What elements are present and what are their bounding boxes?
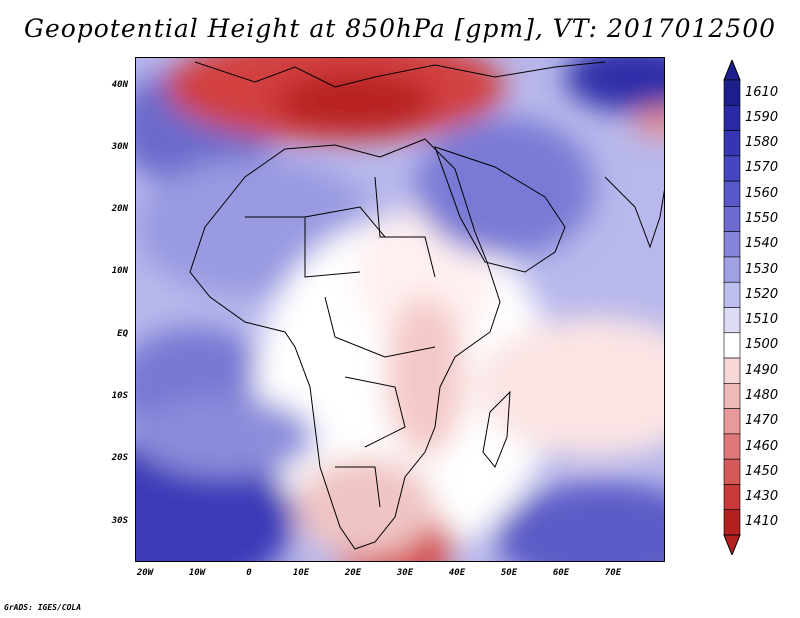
border-6 [374,176,436,278]
color-legend [723,60,741,555]
legend-label: 1450 [745,463,779,479]
border-4 [344,376,406,448]
lat-label-eq: EQ [117,329,128,339]
field-se-blue [495,482,665,562]
lon-label-10w: 10W [188,568,206,578]
legend-label: 1510 [745,312,779,328]
lon-label-20e: 20E [344,568,362,578]
legend-label: 1480 [745,387,779,403]
field-arabia [415,117,595,257]
field-e-pink [635,107,665,137]
lat-label-10s: 10S [111,391,128,401]
border-3 [324,296,436,358]
legend-swatch [723,307,741,334]
field-s-blue [135,397,315,477]
legend-label: 1540 [745,236,779,252]
legend-swatch [723,79,741,106]
field-east-africa [385,297,465,457]
arabia-coastline [434,146,566,273]
lon-label-40e: 40E [448,568,466,578]
legend-swatch [723,383,741,409]
lon-label-0: 0 [246,568,252,578]
legend-label: 1530 [745,261,779,277]
legend-label: 1580 [745,135,779,151]
legend-label: 1610 [745,84,779,100]
india-coastline [604,176,665,249]
legend-label: 1590 [745,109,779,125]
lon-label-70e: 70E [604,568,622,578]
legend-arrow-top [723,60,741,81]
lat-label-30n: 30N [111,142,128,152]
madagascar-coastline [482,390,511,468]
lat-label-20s: 20S [111,453,128,463]
lon-label-30e: 30E [396,568,414,578]
legend-swatch [723,256,741,283]
legend-swatch [723,408,741,435]
field-se-africa [295,457,435,557]
legend-label: 1520 [745,286,779,302]
legend-swatch [723,332,741,359]
lat-label-30s: 30S [111,516,128,526]
map-panel [135,57,665,562]
legend-swatch [723,281,741,308]
border-5 [335,466,381,508]
legend-swatch [723,484,741,511]
legend-label: 1490 [745,362,779,378]
lon-label-60e: 60E [552,568,570,578]
legend-label: 1570 [745,160,779,176]
lon-label-20w: 20W [136,568,154,578]
lon-label-50e: 50E [500,568,518,578]
coastlines [189,61,665,550]
legend-swatch [723,458,741,485]
lat-label-20n: 20N [111,204,128,214]
lat-label-40n: 40N [111,80,128,90]
legend-label: 1560 [745,185,779,201]
africa-coastline [189,138,501,550]
legend-swatch [723,509,741,536]
legend-swatch [723,104,741,131]
legend-swatch [723,180,741,207]
legend-arrow-bottom [723,534,741,555]
europe-coastline [194,61,606,88]
field-indian-ocean [475,317,665,457]
field-med-core [275,72,435,132]
field-ne-corner [565,57,665,112]
legend-swatch [723,130,741,157]
chart-title: Geopotential Height at 850hPa [gpm], VT:… [23,14,777,43]
legend-label: 1550 [745,211,779,227]
legend-label: 1410 [745,514,779,530]
legend-swatch [723,357,741,384]
lat-label-10n: 10N [111,266,128,276]
legend-swatch [723,433,741,460]
legend-swatch [723,155,741,182]
footer-credit: GrADS: IGES/COLA [4,603,82,612]
legend-swatch [723,231,741,258]
legend-swatch [723,206,741,232]
lon-label-10e: 10E [292,568,310,578]
legend-label: 1460 [745,438,779,454]
legend-label: 1470 [745,413,779,429]
legend-label: 1500 [745,337,779,353]
border-1 [245,216,361,278]
legend-label: 1430 [745,489,779,505]
